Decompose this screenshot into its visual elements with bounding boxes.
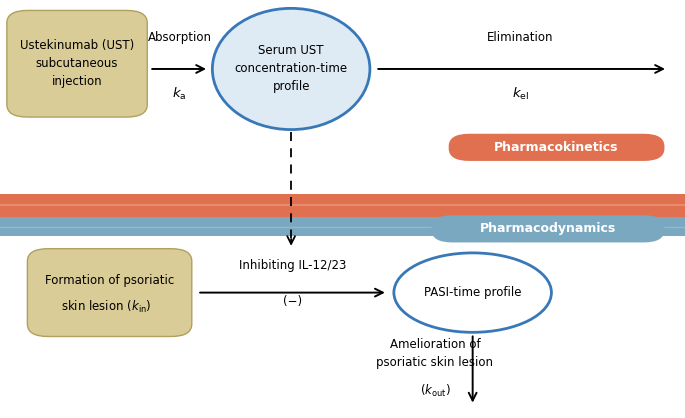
FancyBboxPatch shape [27, 249, 192, 336]
Text: (−): (−) [283, 295, 302, 308]
Ellipse shape [394, 253, 551, 332]
Text: $k_\mathrm{a}$: $k_\mathrm{a}$ [172, 86, 187, 102]
Text: Elimination: Elimination [487, 31, 554, 44]
Text: PASI-time profile: PASI-time profile [424, 286, 521, 299]
FancyBboxPatch shape [432, 215, 664, 242]
Text: Inhibiting IL-12/23: Inhibiting IL-12/23 [239, 259, 346, 272]
Text: ($k_\mathrm{out}$): ($k_\mathrm{out}$) [420, 383, 450, 399]
FancyBboxPatch shape [7, 10, 147, 117]
Text: Amelioration of
psoriatic skin lesion: Amelioration of psoriatic skin lesion [377, 338, 493, 369]
Ellipse shape [212, 8, 370, 130]
Text: skin lesion ($k_\mathrm{in}$): skin lesion ($k_\mathrm{in}$) [61, 299, 151, 315]
Text: $k_\mathrm{el}$: $k_\mathrm{el}$ [512, 86, 530, 102]
Text: Pharmacokinetics: Pharmacokinetics [495, 141, 619, 154]
Text: Serum UST
concentration-time
profile: Serum UST concentration-time profile [234, 44, 348, 94]
FancyBboxPatch shape [0, 217, 685, 236]
Text: Ustekinumab (UST)
subcutaneous
injection: Ustekinumab (UST) subcutaneous injection [20, 39, 134, 88]
FancyBboxPatch shape [0, 194, 685, 217]
Text: Formation of psoriatic: Formation of psoriatic [45, 273, 174, 287]
Text: Absorption: Absorption [147, 31, 212, 44]
Text: Pharmacodynamics: Pharmacodynamics [480, 222, 616, 235]
FancyBboxPatch shape [449, 134, 664, 161]
